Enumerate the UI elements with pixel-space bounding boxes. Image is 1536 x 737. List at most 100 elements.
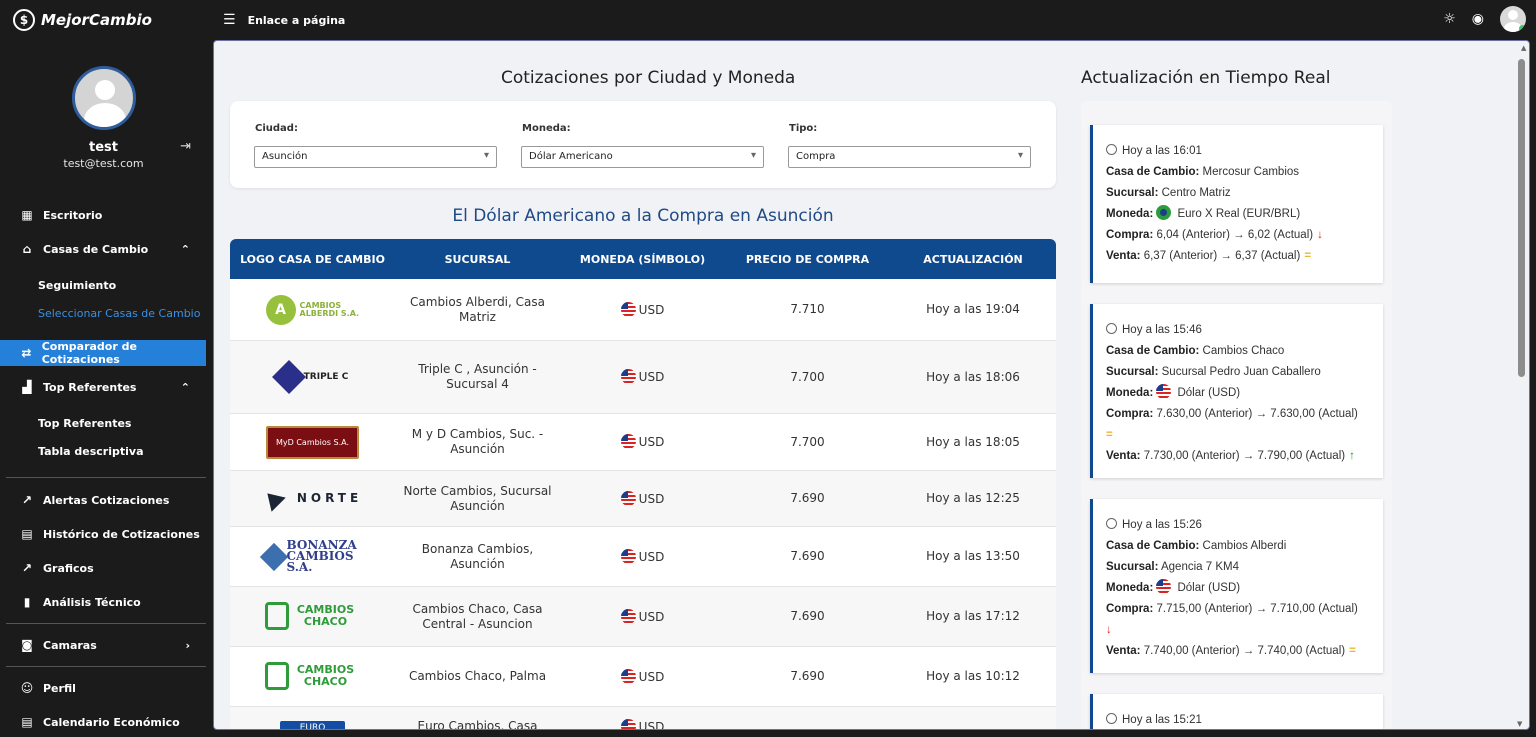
- moneda-cell: USD: [560, 301, 725, 318]
- scroll-up-icon[interactable]: ▲: [1521, 44, 1527, 52]
- column-header: MONEDA (SÍMBOLO): [579, 252, 706, 266]
- update-time: Hoy a las 15:21: [1122, 714, 1202, 726]
- sucursal-value: Centro Matriz: [1161, 187, 1231, 199]
- tipo-select[interactable]: Compra: [788, 146, 1031, 168]
- table-row[interactable]: BONANZA CAMBIOS S.A. Bonanza Cambios, As…: [230, 527, 1056, 587]
- menu-collapse-icon[interactable]: ☰: [223, 12, 236, 28]
- clock-icon: [1106, 518, 1117, 529]
- compra-label: Compra:: [1106, 408, 1154, 420]
- sucursal-cell: Bonanza Cambios, Asunción: [421, 541, 534, 571]
- sidebar-item-analisis[interactable]: ▮ Análisis Técnico: [0, 589, 206, 615]
- logo-cell: EURO: [230, 719, 395, 729]
- logo-cell: BONANZA CAMBIOS S.A.: [230, 539, 395, 574]
- scroll-down-icon[interactable]: ▼: [1517, 720, 1523, 728]
- compare-icon: ⇄: [21, 346, 32, 360]
- column-header: SUCURSAL: [444, 252, 511, 266]
- brand[interactable]: $ MejorCambio: [0, 9, 205, 31]
- user-profile: test test@test.com: [0, 40, 207, 170]
- user-email: test@test.com: [63, 157, 144, 170]
- divider: [6, 666, 206, 667]
- sidebar-item-label: Casas de Cambio: [43, 242, 149, 256]
- equal-icon: =: [1349, 645, 1356, 657]
- sidebar-item-graficos[interactable]: ↗ Graficos: [0, 555, 206, 581]
- moneda-cell: USD: [560, 548, 725, 565]
- logo-triplec: TRIPLE C: [271, 360, 348, 394]
- currency-symbol: USD: [638, 609, 665, 624]
- table-row[interactable]: EURO Euro Cambios, Casa USD: [230, 707, 1056, 729]
- logo-alberdi: A CAMBIOS ALBERDI S.A.: [265, 294, 360, 325]
- venta-label: Venta:: [1106, 645, 1141, 657]
- sidebar-item-label: Graficos: [43, 561, 94, 575]
- logo-cell: TRIPLE C: [230, 360, 395, 394]
- precio-cell: 7.690: [790, 669, 825, 683]
- table-title: El Dólar Americano a la Compra en Asunci…: [452, 206, 834, 226]
- moneda-select[interactable]: Dólar Americano: [521, 146, 764, 168]
- sidebar: test test@test.com ⇥ ▦ Escritorio ⌂ Casa…: [0, 40, 207, 737]
- table-row[interactable]: NORTE Norte Cambios, Sucursal Asunción U…: [230, 471, 1056, 527]
- scroll-thumb[interactable]: [1518, 59, 1525, 377]
- precio-cell: 7.710: [790, 302, 825, 316]
- sidebar-sub-seguimiento[interactable]: Seguimiento: [38, 279, 117, 292]
- sidebar-item-historico[interactable]: ▤ Histórico de Cotizaciones: [0, 521, 206, 547]
- logo-chaco: CAMBIOS CHACO: [264, 662, 361, 690]
- eye-icon[interactable]: ◉: [1471, 11, 1484, 27]
- equal-icon: =: [1106, 429, 1113, 441]
- tipo-label: Tipo:: [789, 123, 818, 134]
- sidebar-item-alertas[interactable]: ↗ Alertas Cotizaciones: [0, 487, 206, 513]
- top-bar: $ MejorCambio ☰ Enlace a página ☼ ◉: [0, 0, 1536, 40]
- sidebar-sub-top[interactable]: Top Referentes: [38, 417, 132, 430]
- moneda-cell: USD: [560, 490, 725, 507]
- sidebar-item-camaras[interactable]: ◙ Camaras ›: [0, 632, 206, 658]
- currency-symbol: USD: [638, 302, 665, 317]
- avatar[interactable]: [1500, 6, 1526, 32]
- logout-icon[interactable]: ⇥: [180, 139, 191, 154]
- moneda-label: Moneda:: [1106, 582, 1154, 594]
- table-row[interactable]: MyD Cambios S.A. M y D Cambios, Suc. - A…: [230, 414, 1056, 471]
- sucursal-label: Sucursal:: [1106, 366, 1159, 378]
- realtime-title: Actualización en Tiempo Real: [1081, 68, 1331, 88]
- moneda-label: Moneda:: [1106, 208, 1154, 220]
- casa-label: Casa de Cambio:: [1106, 345, 1200, 357]
- table-row[interactable]: TRIPLE C Triple C , Asunción - Sucursal …: [230, 341, 1056, 414]
- compra-label: Compra:: [1106, 229, 1154, 241]
- compra-value: 7.630,00 (Anterior) → 7.630,00 (Actual): [1156, 408, 1358, 420]
- moneda-cell: USD: [560, 668, 725, 685]
- table-row[interactable]: A CAMBIOS ALBERDI S.A. Cambios Alberdi, C…: [230, 279, 1056, 341]
- moneda-label: Moneda:: [1106, 387, 1154, 399]
- ciudad-select[interactable]: Asunción: [254, 146, 497, 168]
- precio-cell: 7.700: [790, 369, 825, 384]
- clock-icon: [1106, 713, 1117, 724]
- page-link[interactable]: Enlace a página: [247, 13, 346, 27]
- us-flag-icon: [620, 668, 636, 684]
- sidebar-item-comparador[interactable]: ⇄ Comparador de Cotizaciones: [0, 340, 206, 366]
- logo-myd: MyD Cambios S.A.: [265, 425, 360, 459]
- scrollbar[interactable]: ▲ ▼: [1515, 41, 1527, 729]
- logo-bonanza: BONANZA CAMBIOS S.A.: [259, 539, 362, 573]
- equal-icon: =: [1304, 250, 1312, 262]
- venta-label: Venta:: [1106, 450, 1141, 462]
- sidebar-item-escritorio[interactable]: ▦ Escritorio: [0, 202, 206, 228]
- sun-icon[interactable]: ☼: [1443, 11, 1456, 27]
- table-row[interactable]: CAMBIOS CHACO Cambios Chaco, Casa Centra…: [230, 587, 1056, 647]
- sucursal-cell: Norte Cambios, Sucursal Asunción: [403, 483, 552, 513]
- sidebar-item-top[interactable]: ▟ Top Referentes ⌃: [0, 374, 206, 400]
- currency-symbol: USD: [638, 549, 665, 564]
- bar-chart-icon: ▮: [23, 595, 31, 609]
- sidebar-sub-tabla[interactable]: Tabla descriptiva: [38, 445, 144, 458]
- ciudad-label: Ciudad:: [255, 123, 298, 134]
- sidebar-item-calendario[interactable]: ▤ Calendario Económico: [0, 709, 206, 735]
- moneda-label: Moneda:: [522, 123, 571, 134]
- sidebar-sub-seleccionar[interactable]: Seleccionar Casas de Cambio: [38, 307, 201, 320]
- sidebar-item-label: Camaras: [43, 638, 97, 652]
- compra-value: 7.715,00 (Anterior) → 7.710,00 (Actual): [1156, 603, 1358, 615]
- sidebar-item-casas[interactable]: ⌂ Casas de Cambio ⌃: [0, 236, 206, 262]
- calendar-icon: ▤: [21, 527, 33, 541]
- sidebar-item-label: Alertas Cotizaciones: [43, 493, 170, 507]
- clock-icon: [1106, 144, 1117, 155]
- sidebar-item-perfil[interactable]: ☺ Perfil: [0, 675, 206, 701]
- actualizacion-cell: Hoy a las 18:05: [926, 434, 1020, 449]
- divider: [6, 477, 206, 478]
- us-flag-icon: [620, 719, 636, 729]
- table-row[interactable]: CAMBIOS CHACO Cambios Chaco, Palma USD 7…: [230, 647, 1056, 707]
- moneda-cell: USD: [560, 719, 725, 729]
